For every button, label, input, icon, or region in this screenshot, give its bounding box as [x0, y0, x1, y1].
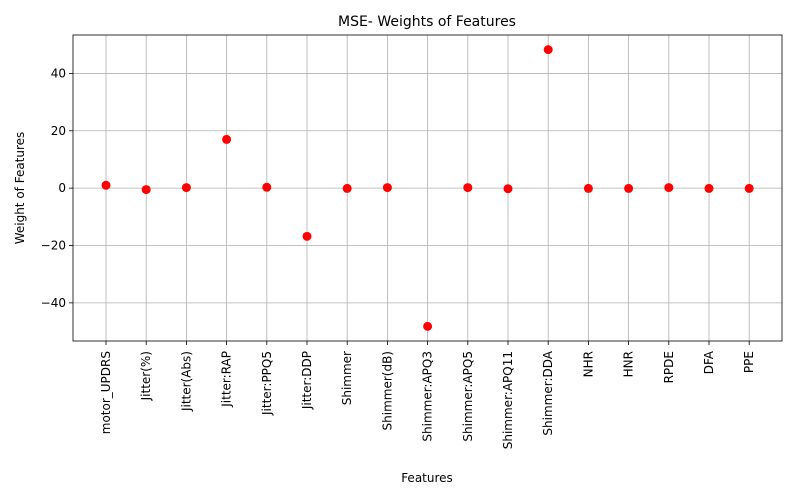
y-axis-label: Weight of Features: [13, 132, 27, 245]
data-point: [222, 134, 232, 144]
y-tick-label: 40: [51, 66, 66, 80]
x-tick-label: Shimmer:DDA: [541, 350, 555, 435]
grid: [73, 35, 782, 341]
x-tick-label: Jitter(Abs): [179, 351, 193, 412]
x-tick-label: Shimmer: [340, 351, 354, 405]
data-point: [262, 182, 272, 192]
x-tick-label: Shimmer(dB): [380, 351, 394, 430]
data-point: [302, 231, 312, 241]
x-tick-label: motor_UPDRS: [99, 351, 113, 434]
y-tick-label: 20: [51, 124, 66, 138]
axis-ticks: motor_UPDRS Jitter(%) Jitter(Abs) Jitter:RA…: [41, 66, 757, 449]
x-tick-label: RPDE: [662, 351, 676, 383]
data-point: [382, 183, 392, 193]
x-tick-label: Shimmer:APQ5: [461, 351, 475, 442]
data-point: [423, 321, 433, 331]
x-tick-label: Jitter:PPQ5: [260, 351, 274, 416]
y-tick-label: −20: [41, 239, 66, 253]
chart-title: MSE- Weights of Features: [338, 14, 516, 30]
x-axis-label: Features: [401, 471, 453, 485]
data-point: [503, 184, 513, 194]
x-tick-label: DFA: [702, 350, 716, 374]
data-point: [744, 183, 754, 193]
data-point: [141, 185, 151, 195]
y-tick-label: −40: [41, 296, 66, 310]
x-tick-label: Jitter:DDP: [300, 351, 314, 410]
data-point: [543, 45, 553, 55]
data-point: [463, 183, 473, 193]
data-point: [704, 183, 714, 193]
x-tick-label: PPE: [742, 351, 756, 373]
y-tick-label: 0: [58, 181, 66, 195]
data-point: [583, 183, 593, 193]
data-point: [624, 183, 634, 193]
x-tick-label: Jitter(%): [139, 351, 153, 401]
x-tick-label: Shimmer:APQ11: [501, 351, 515, 449]
x-tick-label: Shimmer:APQ3: [421, 351, 435, 442]
data-points: [101, 45, 754, 331]
data-point: [181, 183, 191, 193]
data-point: [342, 183, 352, 193]
data-point: [101, 180, 111, 190]
x-tick-label: Jitter:RAP: [220, 351, 234, 408]
x-tick-label: HNR: [622, 351, 636, 377]
x-tick-label: NHR: [581, 351, 595, 377]
data-point: [664, 183, 674, 193]
